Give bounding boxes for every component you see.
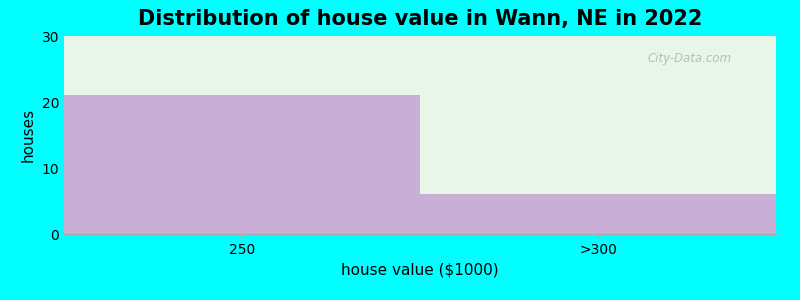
Y-axis label: houses: houses xyxy=(21,108,36,162)
X-axis label: house value ($1000): house value ($1000) xyxy=(341,262,499,278)
Bar xyxy=(64,95,420,234)
Bar xyxy=(420,194,776,234)
Title: Distribution of house value in Wann, NE in 2022: Distribution of house value in Wann, NE … xyxy=(138,9,702,29)
Text: City-Data.com: City-Data.com xyxy=(648,52,732,65)
